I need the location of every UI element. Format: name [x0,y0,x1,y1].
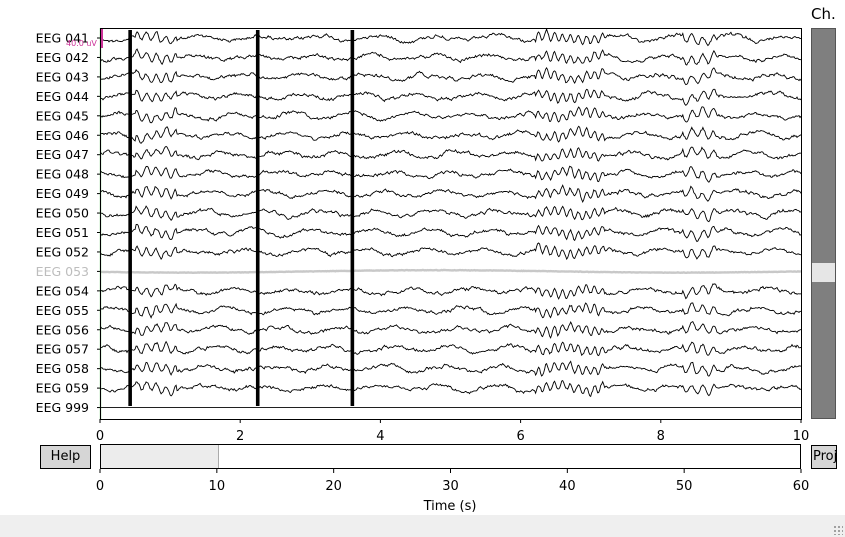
artifact-spike [255,30,260,406]
channel-trace[interactable] [100,48,801,66]
resize-grip-icon[interactable] [833,525,843,535]
main-xaxis-tick-label: 6 [516,429,524,444]
status-bar [0,515,845,537]
channel-label[interactable]: EEG 043 [36,69,89,84]
channel-trace[interactable] [100,379,801,398]
channel-panel-title: Ch. [811,5,836,23]
channel-trace[interactable] [100,67,801,86]
time-scrollbar-thumb[interactable] [101,445,219,468]
channel-label[interactable]: EEG 057 [36,342,89,357]
channel-label[interactable]: EEG 054 [36,283,89,298]
overview-xaxis-tick-label: 30 [442,479,459,494]
channel-label[interactable]: EEG 052 [36,244,89,259]
main-xaxis-tick-label: 2 [236,429,244,444]
channel-trace[interactable] [100,223,801,243]
channel-trace[interactable] [100,268,801,275]
channel-trace[interactable] [100,242,801,261]
scale-bar-label: 40.0 uV [66,39,97,48]
channel-label[interactable]: EEG 056 [36,322,89,337]
channel-trace[interactable] [100,88,801,106]
main-xaxis-tick-label: 10 [793,429,810,444]
channel-trace[interactable] [100,145,801,162]
channel-trace[interactable] [100,340,801,357]
channel-trace[interactable] [100,125,801,144]
artifact-spike [350,30,355,406]
overview-xaxis-tick-label: 0 [96,479,104,494]
overview-xaxis-tick-label: 40 [559,479,576,494]
traces [100,28,801,409]
channel-label[interactable]: EEG 041 [36,31,89,46]
overview-xaxis-tick-label: 50 [676,479,693,494]
overview-xaxis-label: Time (s) [423,499,477,514]
channel-label[interactable]: EEG 059 [36,381,89,396]
channel-label[interactable]: EEG 047 [36,147,89,162]
channel-label[interactable]: EEG 053 [36,264,89,279]
time-scrollbar[interactable] [100,444,801,469]
channel-trace[interactable] [100,283,801,300]
channel-trace[interactable] [100,165,801,183]
overview-xaxis-tick-label: 10 [209,479,226,494]
overview-xaxis: 0 10 20 30 40 50 60 [96,469,809,494]
overview-xaxis-tick-label: 20 [325,479,342,494]
channel-label[interactable]: EEG 055 [36,303,89,318]
channel-trace[interactable] [100,320,801,339]
channel-label[interactable]: EEG 051 [36,225,89,240]
channel-label[interactable]: EEG 999 [36,400,89,415]
channel-label[interactable]: EEG 042 [36,50,89,65]
channel-label[interactable]: EEG 044 [36,89,89,104]
plot-frame [100,28,802,420]
channel-labels: EEG 041 EEG 042 EEG 043 EEG 044 EEG 045 EEG 0… [36,31,100,415]
main-xaxis: 0 2 4 6 8 10 [96,419,809,444]
channel-label[interactable]: EEG 045 [36,108,89,123]
channel-trace[interactable] [100,106,801,124]
channel-label[interactable]: EEG 058 [36,361,89,376]
artifact-spike [128,30,132,406]
channel-scrollbar[interactable] [811,28,836,419]
channel-label[interactable]: EEG 046 [36,128,89,143]
plot-area[interactable] [100,28,801,419]
channel-trace[interactable] [100,302,801,319]
channel-label[interactable]: EEG 048 [36,167,89,182]
channel-trace[interactable] [100,28,801,47]
overview-xaxis-tick-label: 60 [793,479,810,494]
main-xaxis-tick-label: 0 [96,429,104,444]
help-button[interactable]: Help [40,445,91,469]
channel-trace[interactable] [100,205,801,223]
main-xaxis-tick-label: 4 [376,429,384,444]
main-xaxis-tick-label: 8 [657,429,665,444]
proj-button[interactable]: Proj [811,445,837,469]
bad-channel-marker [812,263,835,282]
channel-trace[interactable] [100,360,801,377]
channel-label[interactable]: EEG 049 [36,186,89,201]
channel-trace[interactable] [100,184,801,203]
channel-label[interactable]: EEG 050 [36,206,89,221]
